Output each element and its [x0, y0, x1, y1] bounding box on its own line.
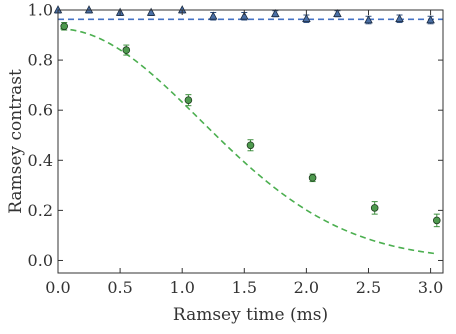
data-markers — [53, 5, 441, 225]
x-tick-label: 0.0 — [45, 278, 70, 297]
data-point-circle — [246, 141, 255, 150]
x-tick-label: 1.5 — [232, 278, 257, 297]
data-point-triangle — [240, 11, 249, 20]
y-tick-label: 0.6 — [28, 101, 53, 120]
x-tick-label: 2.5 — [356, 278, 381, 297]
y-tick-label: 0.0 — [28, 251, 53, 270]
y-tick-label: 0.8 — [28, 51, 53, 70]
data-point-circle — [122, 46, 131, 54]
y-tick-label: 0.2 — [28, 201, 53, 220]
data-point-triangle — [208, 11, 218, 20]
x-tick-label: 2.0 — [294, 278, 319, 297]
data-point-triangle — [146, 7, 156, 16]
data-point-triangle — [333, 8, 342, 18]
x-axis-label: Ramsey time (ms) — [173, 305, 328, 325]
data-point-triangle — [302, 13, 311, 23]
data-point-circle — [184, 96, 193, 104]
x-tick-label: 1.0 — [169, 278, 194, 297]
x-tick-label: 0.5 — [107, 278, 132, 297]
axis-ticks: 0.0 0.5 1.0 1.5 2.0 2.5 3.0 0.0 0.2 0.4 0.6 0.8 1.0 — [28, 1, 444, 298]
error-bars — [55, 10, 440, 228]
data-point-triangle — [364, 15, 373, 24]
data-point-triangle — [395, 13, 404, 23]
y-tick-label: 1.0 — [28, 1, 53, 20]
plot-frame — [57, 9, 444, 274]
data-point-circle — [60, 22, 69, 31]
data-point-circle — [308, 174, 317, 182]
data-point-triangle — [271, 8, 280, 18]
x-tick-label: 3.0 — [418, 278, 443, 297]
y-tick-label: 0.4 — [28, 151, 53, 170]
data-point-triangle — [426, 15, 435, 24]
fit-curve-gaussian — [60, 28, 437, 255]
y-axis-label: Ramsey contrast — [6, 69, 26, 214]
data-point-circle — [432, 216, 441, 225]
data-point-triangle — [84, 5, 94, 14]
data-point-circle — [370, 204, 379, 212]
fit-curves — [58, 18, 443, 255]
